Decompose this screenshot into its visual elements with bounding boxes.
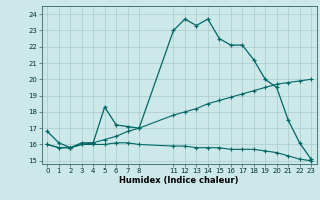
- X-axis label: Humidex (Indice chaleur): Humidex (Indice chaleur): [119, 176, 239, 185]
